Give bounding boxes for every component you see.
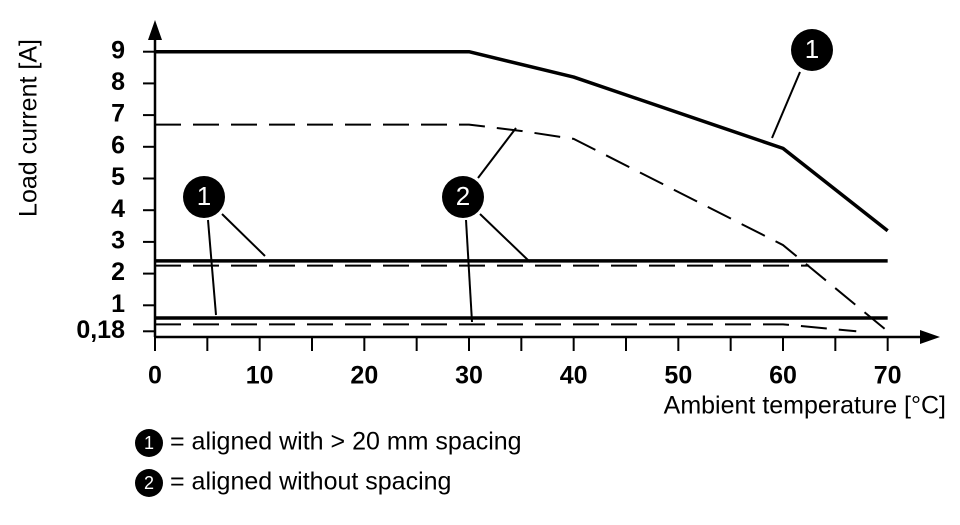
callout-line xyxy=(207,219,217,316)
y-tick-label: 8 xyxy=(111,68,125,96)
y-tick-label: 9 xyxy=(111,36,125,64)
callout-line xyxy=(465,219,473,323)
y-tick-label: 5 xyxy=(111,163,125,191)
x-tick-label: 0 xyxy=(148,362,162,390)
callout-line xyxy=(771,71,801,139)
legend-label: = aligned with > 20 mm spacing xyxy=(170,428,522,456)
y-tick-label: 4 xyxy=(111,195,125,223)
callout-label: 1 xyxy=(197,181,211,211)
y-tick-label: 0,18 xyxy=(76,316,125,344)
callout-label: 2 xyxy=(456,181,470,211)
callout-marker xyxy=(183,176,225,218)
x-tick-label: 10 xyxy=(246,362,274,390)
y-tick-label: 1 xyxy=(111,290,125,318)
y-axis-arrow xyxy=(148,20,162,40)
x-tick-label: 20 xyxy=(350,362,378,390)
legend-marker xyxy=(135,429,163,457)
y-tick-label: 6 xyxy=(111,131,125,159)
callout-line xyxy=(221,213,266,257)
callout-marker xyxy=(442,176,484,218)
x-axis-arrow xyxy=(920,330,940,344)
legend-marker-label: 2 xyxy=(144,473,154,493)
y-tick-label: 7 xyxy=(111,100,125,128)
y-axis-label: Load current [A] xyxy=(15,39,43,217)
y-tick-label: 2 xyxy=(111,258,125,286)
callout-label: 1 xyxy=(805,34,819,64)
dashed-line xyxy=(155,123,889,333)
callout-marker xyxy=(791,29,833,71)
x-tick-label: 30 xyxy=(455,362,483,390)
y-tick-label: 3 xyxy=(111,227,125,255)
x-tick-label: 40 xyxy=(560,362,588,390)
x-tick-label: 60 xyxy=(769,362,797,390)
legend-marker xyxy=(135,469,163,497)
legend-label: = aligned without spacing xyxy=(170,468,451,496)
x-tick-label: 50 xyxy=(664,362,692,390)
solid-line xyxy=(155,49,889,233)
x-tick-label: 70 xyxy=(874,362,902,390)
x-axis-label: Ambient temperature [°C] xyxy=(664,392,946,420)
callout-line xyxy=(479,213,531,263)
dashed-line xyxy=(155,323,857,333)
legend-marker-label: 1 xyxy=(144,433,154,453)
callout-line xyxy=(477,127,517,179)
